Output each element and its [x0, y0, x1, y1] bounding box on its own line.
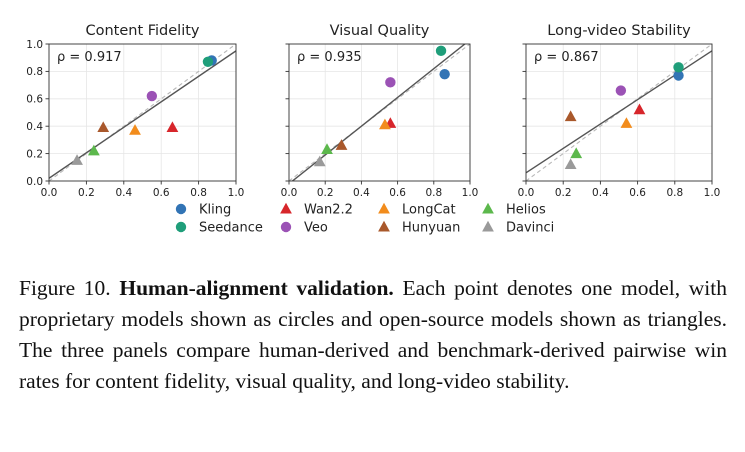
legend-marker-davinci — [482, 220, 494, 232]
y-tick-label: 0.0 — [26, 176, 43, 188]
x-tick-label: 0.8 — [666, 187, 683, 199]
point-longcat — [379, 118, 391, 130]
fit-line — [49, 50, 236, 179]
legend-marker-veo — [280, 221, 292, 233]
x-tick-label: 0.2 — [555, 187, 572, 199]
panel-long-video-stability: 0.0 0.2 0.4 0.6 0.8 1.0 Long-video Stability ρ … — [518, 23, 721, 199]
x-tick-label: 1.0 — [704, 187, 721, 199]
point-helios — [87, 144, 100, 156]
x-tick-label: 0.0 — [41, 187, 58, 199]
x-tick-label: 0.6 — [629, 187, 646, 199]
legend: Kling Seedance Wan2.2 Veo LongCat Hunyuan Heli… — [175, 202, 554, 236]
legend-item-hunyuan: Hunyuan — [378, 221, 460, 236]
y-tick-label: 0.8 — [26, 66, 43, 78]
caption-label: Figure 10. — [19, 276, 111, 300]
chart-canvas: 0.0 0.2 0.4 0.6 0.8 1.0 0.0 0.2 0.4 0.6 0.8 1.0 Cont… — [26, 23, 721, 236]
point-hunyuan — [564, 110, 577, 122]
x-tick-label: 0.8 — [190, 187, 207, 199]
figure-charts: 0.0 0.2 0.4 0.6 0.8 1.0 0.0 0.2 0.4 0.6 0.8 1.0 Cont… — [26, 23, 721, 236]
legend-label: Seedance — [199, 221, 263, 236]
point-hunyuan — [97, 121, 110, 133]
data-points — [564, 62, 684, 170]
y-tick-label: 0.4 — [26, 121, 43, 133]
point-veo — [146, 90, 158, 102]
correlation-annotation: ρ = 0.867 — [534, 50, 599, 65]
x-tick-label: 0.4 — [115, 187, 132, 199]
legend-marker-helios — [482, 202, 494, 214]
x-tick-label: 0.6 — [153, 187, 170, 199]
point-davinci — [564, 158, 577, 170]
figure-caption: Figure 10. Human-alignment validation. E… — [19, 273, 727, 397]
legend-marker-seedance — [175, 221, 187, 233]
point-seedance — [202, 56, 214, 68]
x-tick-label: 1.0 — [228, 187, 245, 199]
panel-visual-quality: 0.0 0.2 0.4 0.6 0.8 1.0 Visual Quality ρ = 0.93… — [281, 23, 479, 199]
point-veo — [385, 77, 396, 88]
point-helios — [321, 143, 333, 154]
fit-line — [526, 50, 712, 174]
point-longcat — [620, 117, 633, 128]
legend-label: Veo — [304, 221, 328, 236]
panel-title: Content Fidelity — [85, 23, 199, 39]
x-tick-label: 0.2 — [78, 187, 95, 199]
legend-label: LongCat — [402, 203, 456, 218]
point-wan2-2 — [633, 103, 646, 115]
y-tick-label: 0.2 — [26, 148, 43, 160]
point-wan2-2 — [166, 121, 179, 133]
legend-marker-wan2-2 — [280, 202, 292, 214]
y-tick-label: 1.0 — [26, 39, 43, 51]
x-tick-label: 0.0 — [518, 187, 535, 199]
point-kling — [673, 70, 684, 81]
x-tick-label: 1.0 — [462, 187, 479, 199]
x-tick-label: 0.4 — [353, 187, 370, 199]
panel-title: Visual Quality — [330, 23, 430, 39]
x-tick-label: 0.4 — [592, 187, 609, 199]
legend-item-helios: Helios — [482, 203, 546, 218]
y-tick-label: 0.6 — [26, 94, 43, 106]
legend-label: Davinci — [506, 221, 554, 236]
x-tick-label: 0.6 — [389, 187, 406, 199]
legend-item-veo: Veo — [280, 221, 328, 236]
panel-content-fidelity: 0.0 0.2 0.4 0.6 0.8 1.0 0.0 0.2 0.4 0.6 0.8 1.0 Cont… — [26, 23, 244, 199]
x-tick-label: 0.8 — [425, 187, 442, 199]
legend-label: Hunyuan — [402, 221, 460, 236]
point-kling — [439, 68, 450, 80]
reference-lines — [49, 44, 236, 181]
point-hunyuan — [335, 139, 348, 150]
point-veo — [615, 85, 627, 96]
legend-item-kling: Kling — [175, 203, 231, 218]
x-tick-label: 0.0 — [281, 187, 298, 199]
point-longcat — [129, 124, 141, 135]
legend-marker-hunyuan — [378, 220, 390, 232]
panel-title: Long-video Stability — [547, 23, 691, 39]
legend-item-seedance: Seedance — [175, 221, 263, 236]
caption-body: Each point denotes one model, with propr… — [19, 276, 728, 393]
axes-frame — [288, 43, 471, 182]
legend-item-wan2-2: Wan2.2 — [280, 203, 353, 218]
legend-marker-longcat — [378, 202, 390, 214]
legend-label: Kling — [199, 203, 231, 218]
axes-frame — [525, 43, 713, 182]
correlation-annotation: ρ = 0.917 — [57, 50, 122, 65]
legend-marker-kling — [175, 203, 187, 215]
axes-frame — [48, 43, 237, 182]
data-points — [313, 45, 450, 167]
point-seedance — [435, 45, 447, 57]
legend-item-longcat: LongCat — [378, 202, 456, 218]
legend-label: Wan2.2 — [304, 203, 353, 218]
caption-title: Human-alignment validation. — [119, 276, 394, 300]
legend-label: Helios — [506, 203, 546, 218]
point-davinci — [313, 155, 326, 167]
data-points — [71, 55, 217, 165]
point-helios — [570, 147, 583, 159]
point-seedance — [673, 62, 684, 73]
x-tick-label: 0.2 — [317, 187, 334, 199]
identity-line — [49, 44, 236, 181]
point-davinci — [71, 154, 83, 165]
correlation-annotation: ρ = 0.935 — [297, 50, 362, 65]
legend-item-davinci: Davinci — [482, 221, 554, 236]
